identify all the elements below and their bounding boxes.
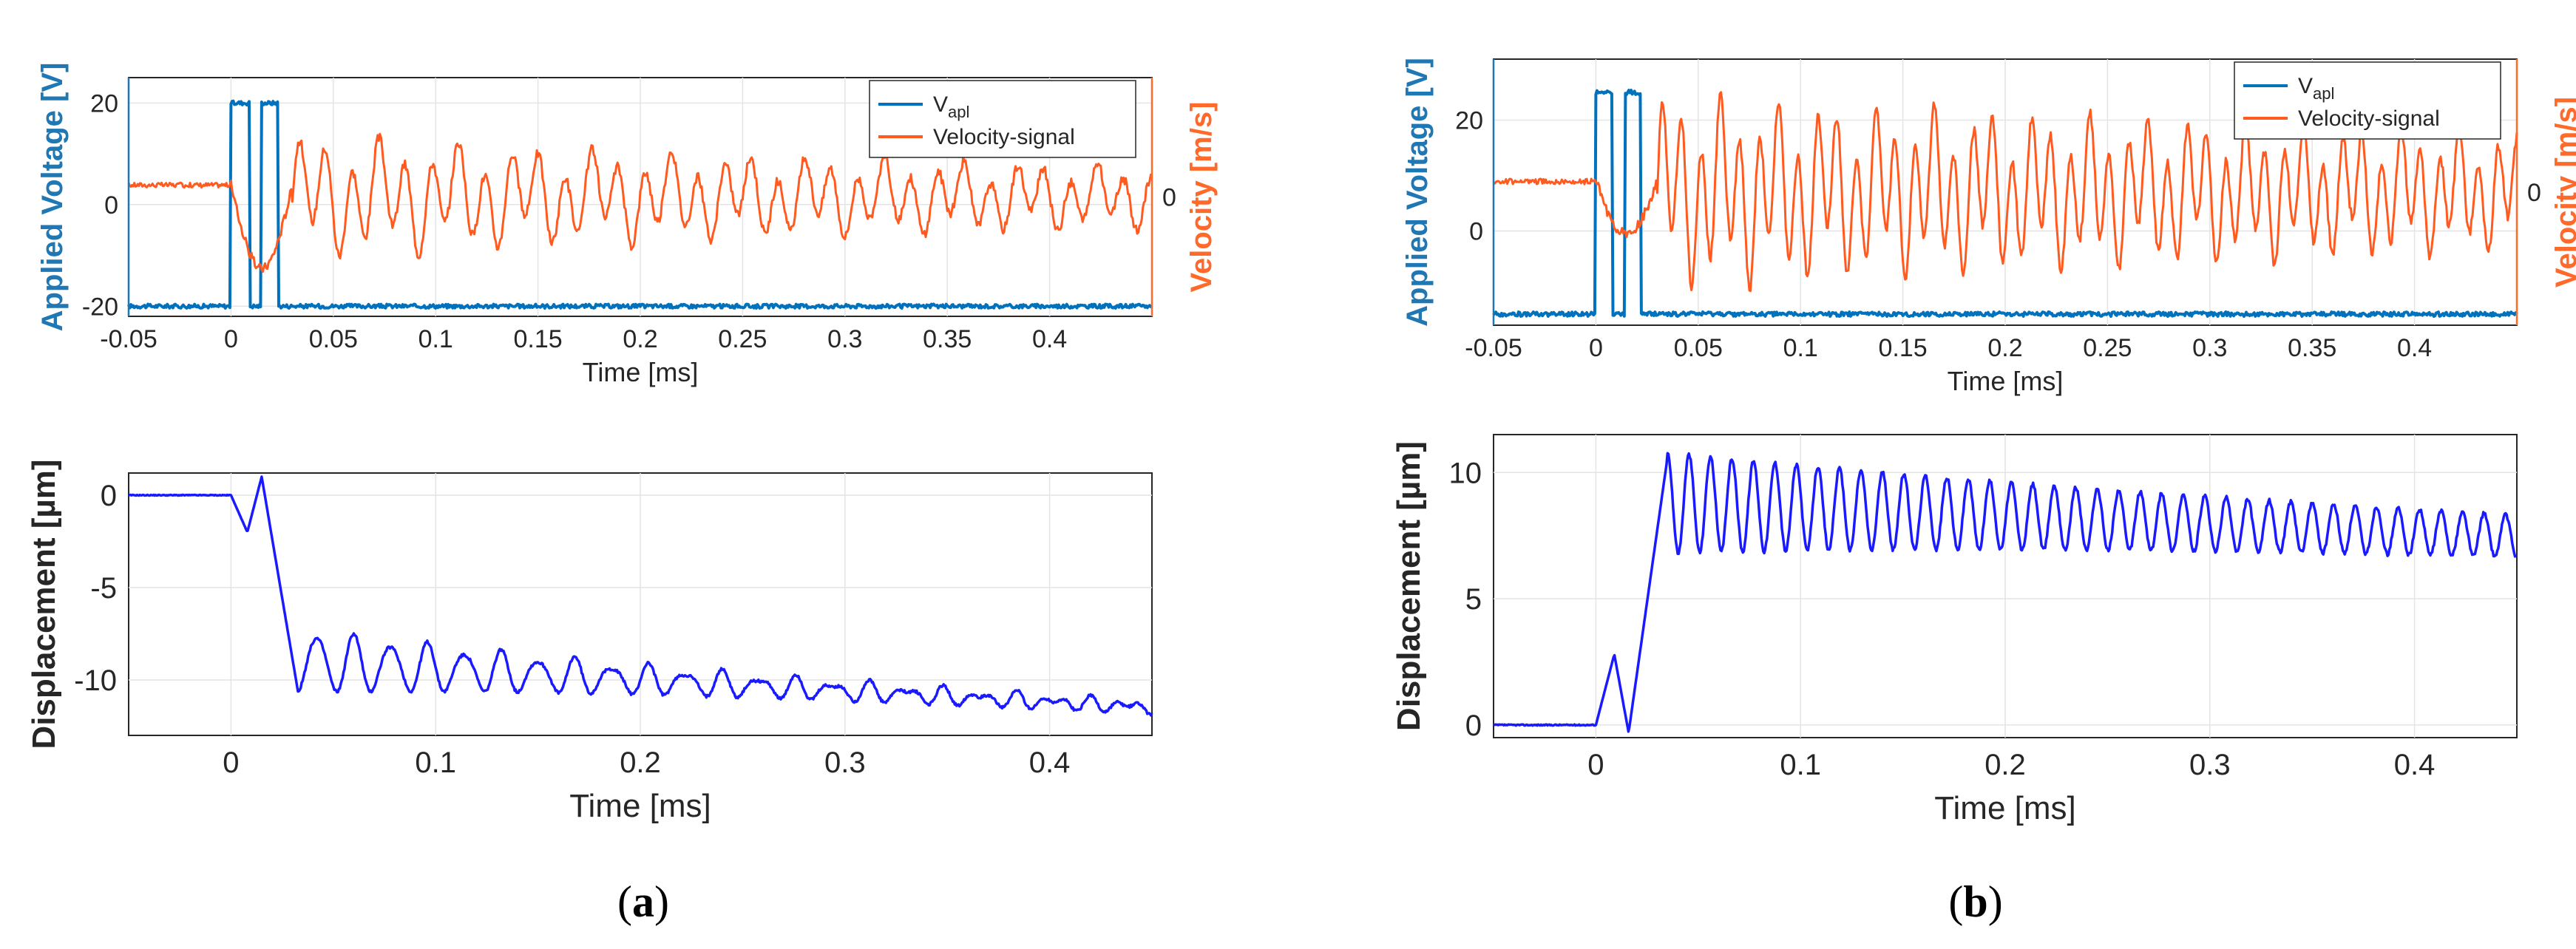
panel-b-top-velocity-line: [1493, 91, 2518, 293]
panel-a-top-ylabel-right: Velocity [m/s]: [1185, 102, 1218, 293]
panel-b-bottom-ytick-label: 10: [1449, 457, 1482, 489]
panel-b-bottom-xlabel: Time [ms]: [1934, 790, 2075, 826]
panel-b-top-xtick-label: 0.35: [2288, 334, 2336, 362]
panel-a-top-xtick-label: 0.2: [623, 325, 657, 353]
panel-b-top-legend-velocity-label: Velocity-signal: [2298, 106, 2440, 131]
panel-b-top-xtick-label: 0.2: [1987, 334, 2022, 362]
panel-b-bottom-xtick-label: 0.2: [1984, 749, 2026, 781]
panel-a-bottom-displacement-line: [128, 475, 1153, 717]
panel-a-top-ytick-left-label: 20: [90, 89, 118, 118]
panel-b-bottom-ytick-label: 5: [1465, 583, 1482, 616]
panel-a-bottom-chart: 0 0.1 0.2 0.3 0.4 0 -5 -10 Time [ms] Displacement…: [26, 459, 1153, 824]
panel-b-top-ylabel-right: Velocity [m/s]: [2550, 97, 2576, 288]
panel-a-top-ytick-right-label: 0: [1162, 184, 1176, 212]
panel-a-bottom-xlabel: Time [ms]: [569, 788, 711, 824]
panel-a-top-legend-box: [869, 80, 1136, 158]
panel-b-bottom-xtick-label: 0.1: [1780, 749, 1821, 781]
panel-b-bottom-ytick-label: 0: [1465, 710, 1482, 742]
panel-b-top-legend-vapl-label: Vapl: [2298, 74, 2334, 103]
panel-a-top-xtick-label: 0.35: [923, 325, 972, 353]
panel-b-top-xtick-label: 0.1: [1783, 334, 1818, 362]
panel-b-bottom-displacement-line: [1493, 452, 2518, 733]
panel-a-top-legend-vapl-label: Vapl: [933, 92, 969, 121]
panel-a-top-legend-velocity-label: Velocity-signal: [933, 125, 1075, 149]
panel-b-top-legend-box: [2234, 61, 2501, 140]
panel-a-bottom-xtick-label: 0.3: [824, 746, 866, 779]
panel-a-top-vapl-line: [127, 99, 1153, 310]
panel-a-top-xtick-label: 0.25: [718, 325, 767, 353]
panel-a-bottom-ytick-label: -5: [90, 572, 117, 605]
panel-a-top-xtick-label: 0.4: [1032, 325, 1067, 353]
panel-b-top-xtick-label: 0.3: [2192, 334, 2227, 362]
panel-a-top-chart: -0.05 0 0.05 0.1 0.15 0.2 0.25 0.3 0.35 0.4 20 0 -20…: [36, 63, 1218, 387]
panel-a-bottom-ylabel: Displacement [µm]: [26, 459, 62, 749]
panel-a-bottom-xtick-label: 0: [223, 746, 239, 779]
panel-b-bottom-xtick-label: 0.3: [2189, 749, 2231, 781]
panel-a-top-ytick-left-label: 0: [104, 191, 118, 220]
panel-a-top-ylabel-left: Applied Voltage [V]: [36, 63, 69, 332]
panel-b-top-ytick-left-label: 0: [1469, 218, 1483, 246]
panel-b-top-ytick-left-label: 20: [1455, 107, 1483, 135]
panel-a-bottom-ytick-label: 0: [101, 480, 117, 512]
panel-b-top-chart: -0.05 0 0.05 0.1 0.15 0.2 0.25 0.3 0.35 0.4 20 0 0 Ti…: [1401, 58, 2576, 396]
panel-b-top-xtick-label: 0.25: [2083, 334, 2132, 362]
panel-a-top-xtick-label: 0.05: [309, 325, 358, 353]
panel-a-top-xtick-label: -0.05: [100, 325, 157, 353]
panel-b-top-xtick-label: 0.05: [1674, 334, 1723, 362]
panel-b-top-ytick-right-label: 0: [2527, 179, 2541, 207]
panel-b-top-xtick-label: 0: [1589, 334, 1603, 362]
panel-b-top-xtick-label: 0.15: [1879, 334, 1928, 362]
panel-a-top-velocity-line: [127, 132, 1153, 273]
panel-b-top-ylabel-left: Applied Voltage [V]: [1401, 58, 1434, 327]
panel-a-bottom-xtick-label: 0.1: [415, 746, 456, 779]
panel-a-top-xtick-label: 0: [224, 325, 238, 353]
panel-a-label: (a): [617, 877, 669, 926]
panel-b-top-xtick-label: 0.4: [2397, 334, 2432, 362]
panel-a-bottom-xtick-label: 0.2: [620, 746, 661, 779]
panel-a-top-ytick-left-label: -20: [82, 293, 118, 321]
panel-b-bottom-chart: 0 0.1 0.2 0.3 0.4 10 5 0 Time [ms] Displacement […: [1391, 434, 2518, 826]
panel-b-top-vapl-line: [1492, 89, 2518, 318]
panel-a-bottom-xtick-label: 0.4: [1029, 746, 1071, 779]
panel-b-top-xlabel: Time [ms]: [1948, 366, 2064, 396]
panel-b-bottom-xtick-label: 0.4: [2394, 749, 2436, 781]
panel-a-top-xtick-label: 0.15: [514, 325, 563, 353]
panel-b-label: (b): [1948, 877, 2002, 926]
panel-a-bottom-ytick-label: -10: [74, 664, 117, 697]
panel-a-top-xlabel: Time [ms]: [583, 357, 699, 387]
panel-b-top-xtick-label: -0.05: [1465, 334, 1522, 362]
panel-a-top-xtick-label: 0.1: [418, 325, 453, 353]
panel-b-bottom-xtick-label: 0: [1587, 749, 1604, 781]
panel-b-bottom-ylabel: Displacement [µm]: [1391, 441, 1427, 731]
panel-a-top-xtick-label: 0.3: [827, 325, 862, 353]
